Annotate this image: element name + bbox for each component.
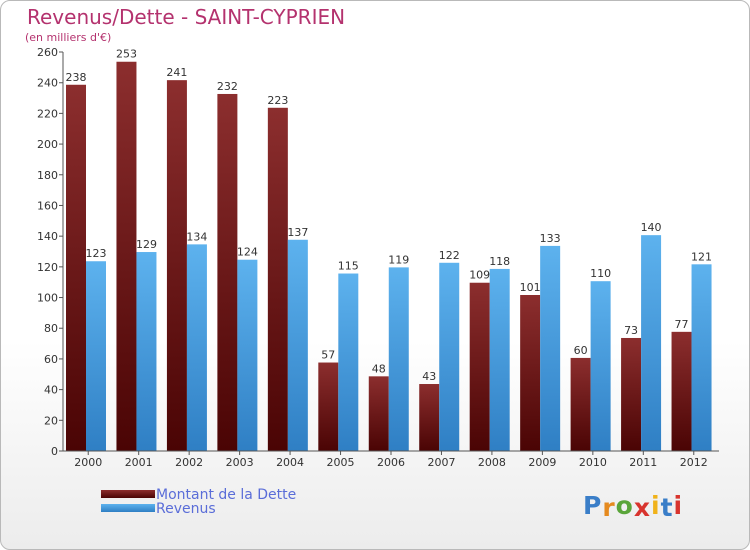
bar-dette	[469, 282, 490, 451]
bar-dette	[570, 357, 591, 451]
data-label-dette: 57	[321, 349, 335, 362]
bar-revenus	[338, 273, 359, 451]
data-label-revenus: 122	[439, 249, 460, 262]
x-tick-label: 2010	[579, 456, 607, 469]
y-tick-label: 20	[44, 414, 58, 427]
x-tick-label: 2011	[629, 456, 657, 469]
logo-letter: i	[651, 491, 661, 520]
legend-swatch-dette	[101, 490, 155, 498]
data-label-dette: 253	[116, 48, 137, 61]
y-tick-label: 160	[37, 199, 58, 212]
bars: 238 123 253 129 241 134 232 124 223 137 57 115 48 119…	[66, 48, 712, 452]
y-tick-label: 60	[44, 353, 58, 366]
data-label-revenus: 115	[338, 260, 359, 273]
data-label-revenus: 129	[136, 238, 157, 251]
bar-revenus	[136, 252, 157, 451]
bar-dette	[520, 295, 541, 451]
x-tick-label: 2012	[680, 456, 708, 469]
legend-swatch-revenus	[101, 504, 155, 512]
bar-dette	[419, 384, 440, 451]
data-label-dette: 238	[66, 71, 87, 84]
y-tick-label: 0	[51, 445, 58, 458]
bar-dette	[66, 84, 86, 451]
logo-letter: x	[633, 493, 651, 522]
y-tick-label: 200	[37, 138, 58, 151]
chart-subtitle: (en milliers d'€)	[25, 31, 112, 44]
bar-dette	[116, 61, 137, 451]
data-label-dette: 77	[675, 318, 689, 331]
bar-dette	[217, 93, 238, 451]
bar-revenus	[540, 245, 561, 451]
x-tick-label: 2001	[125, 456, 153, 469]
data-label-dette: 223	[267, 94, 288, 107]
x-tick-label: 2003	[226, 456, 254, 469]
bar-revenus	[86, 261, 106, 451]
y-tick-label: 120	[37, 261, 58, 274]
x-tick-label: 2008	[478, 456, 506, 469]
bar-dette	[621, 337, 642, 451]
bar-dette	[671, 331, 692, 451]
proxiti-logo: Proxiti	[583, 491, 684, 522]
bar-dette	[318, 362, 339, 451]
y-tick-label: 80	[44, 322, 58, 335]
bar-dette	[368, 376, 389, 451]
logo-letter: r	[602, 493, 616, 522]
data-label-revenus: 133	[540, 232, 561, 245]
y-tick-label: 140	[37, 230, 58, 243]
data-label-revenus: 140	[641, 221, 662, 234]
x-tick-label: 2006	[377, 456, 405, 469]
data-label-revenus: 137	[287, 226, 308, 239]
bar-revenus	[186, 244, 207, 451]
logo-letter: i	[673, 491, 684, 520]
data-label-revenus: 110	[590, 267, 611, 280]
logo-letter: P	[583, 491, 603, 520]
bar-revenus	[691, 264, 712, 451]
data-label-dette: 101	[520, 281, 541, 294]
x-tick-label: 2000	[74, 456, 102, 469]
data-label-dette: 241	[166, 66, 187, 79]
bar-dette	[166, 80, 187, 452]
x-tick-label: 2009	[528, 456, 556, 469]
x-tick-label: 2002	[175, 456, 203, 469]
data-label-dette: 73	[624, 324, 638, 337]
bar-revenus	[287, 239, 308, 451]
chart-title: Revenus/Dette - SAINT-CYPRIEN	[27, 5, 346, 29]
x-tick-label: 2007	[427, 456, 455, 469]
y-axis: 0 20 40 60 80 100 120 140 160 180 200 220 240 260	[37, 46, 63, 458]
legend-label-revenus: Revenus	[156, 501, 216, 517]
bar-revenus	[641, 235, 662, 451]
data-label-revenus: 124	[237, 246, 258, 259]
y-tick-label: 240	[37, 77, 58, 90]
data-label-dette: 60	[574, 344, 588, 357]
legend-label-dette: Montant de la Dette	[156, 487, 297, 503]
bar-revenus	[439, 262, 460, 451]
bar-revenus	[489, 268, 510, 451]
data-label-dette: 48	[372, 362, 386, 375]
x-axis: 2000 2001 2002 2003 2004 2005 2006 2007 2008 2009…	[74, 451, 708, 469]
bar-revenus	[388, 267, 409, 451]
bar-revenus	[590, 281, 611, 451]
y-tick-label: 180	[37, 169, 58, 182]
data-label-revenus: 123	[86, 247, 107, 260]
data-label-dette: 43	[422, 370, 436, 383]
bar-revenus	[237, 259, 258, 451]
logo-letter: t	[660, 493, 674, 522]
data-label-dette: 109	[469, 269, 490, 282]
data-label-revenus: 134	[186, 230, 207, 243]
data-label-revenus: 121	[691, 250, 712, 263]
y-tick-label: 220	[37, 107, 58, 120]
data-label-revenus: 119	[388, 253, 409, 266]
y-tick-label: 260	[37, 46, 58, 59]
y-tick-label: 40	[44, 384, 58, 397]
x-tick-label: 2005	[327, 456, 355, 469]
bar-dette	[267, 107, 288, 452]
y-tick-label: 100	[37, 292, 58, 305]
data-label-revenus: 118	[489, 255, 510, 268]
data-label-dette: 232	[217, 80, 238, 93]
x-tick-label: 2004	[276, 456, 304, 469]
logo-letter: o	[615, 491, 634, 520]
